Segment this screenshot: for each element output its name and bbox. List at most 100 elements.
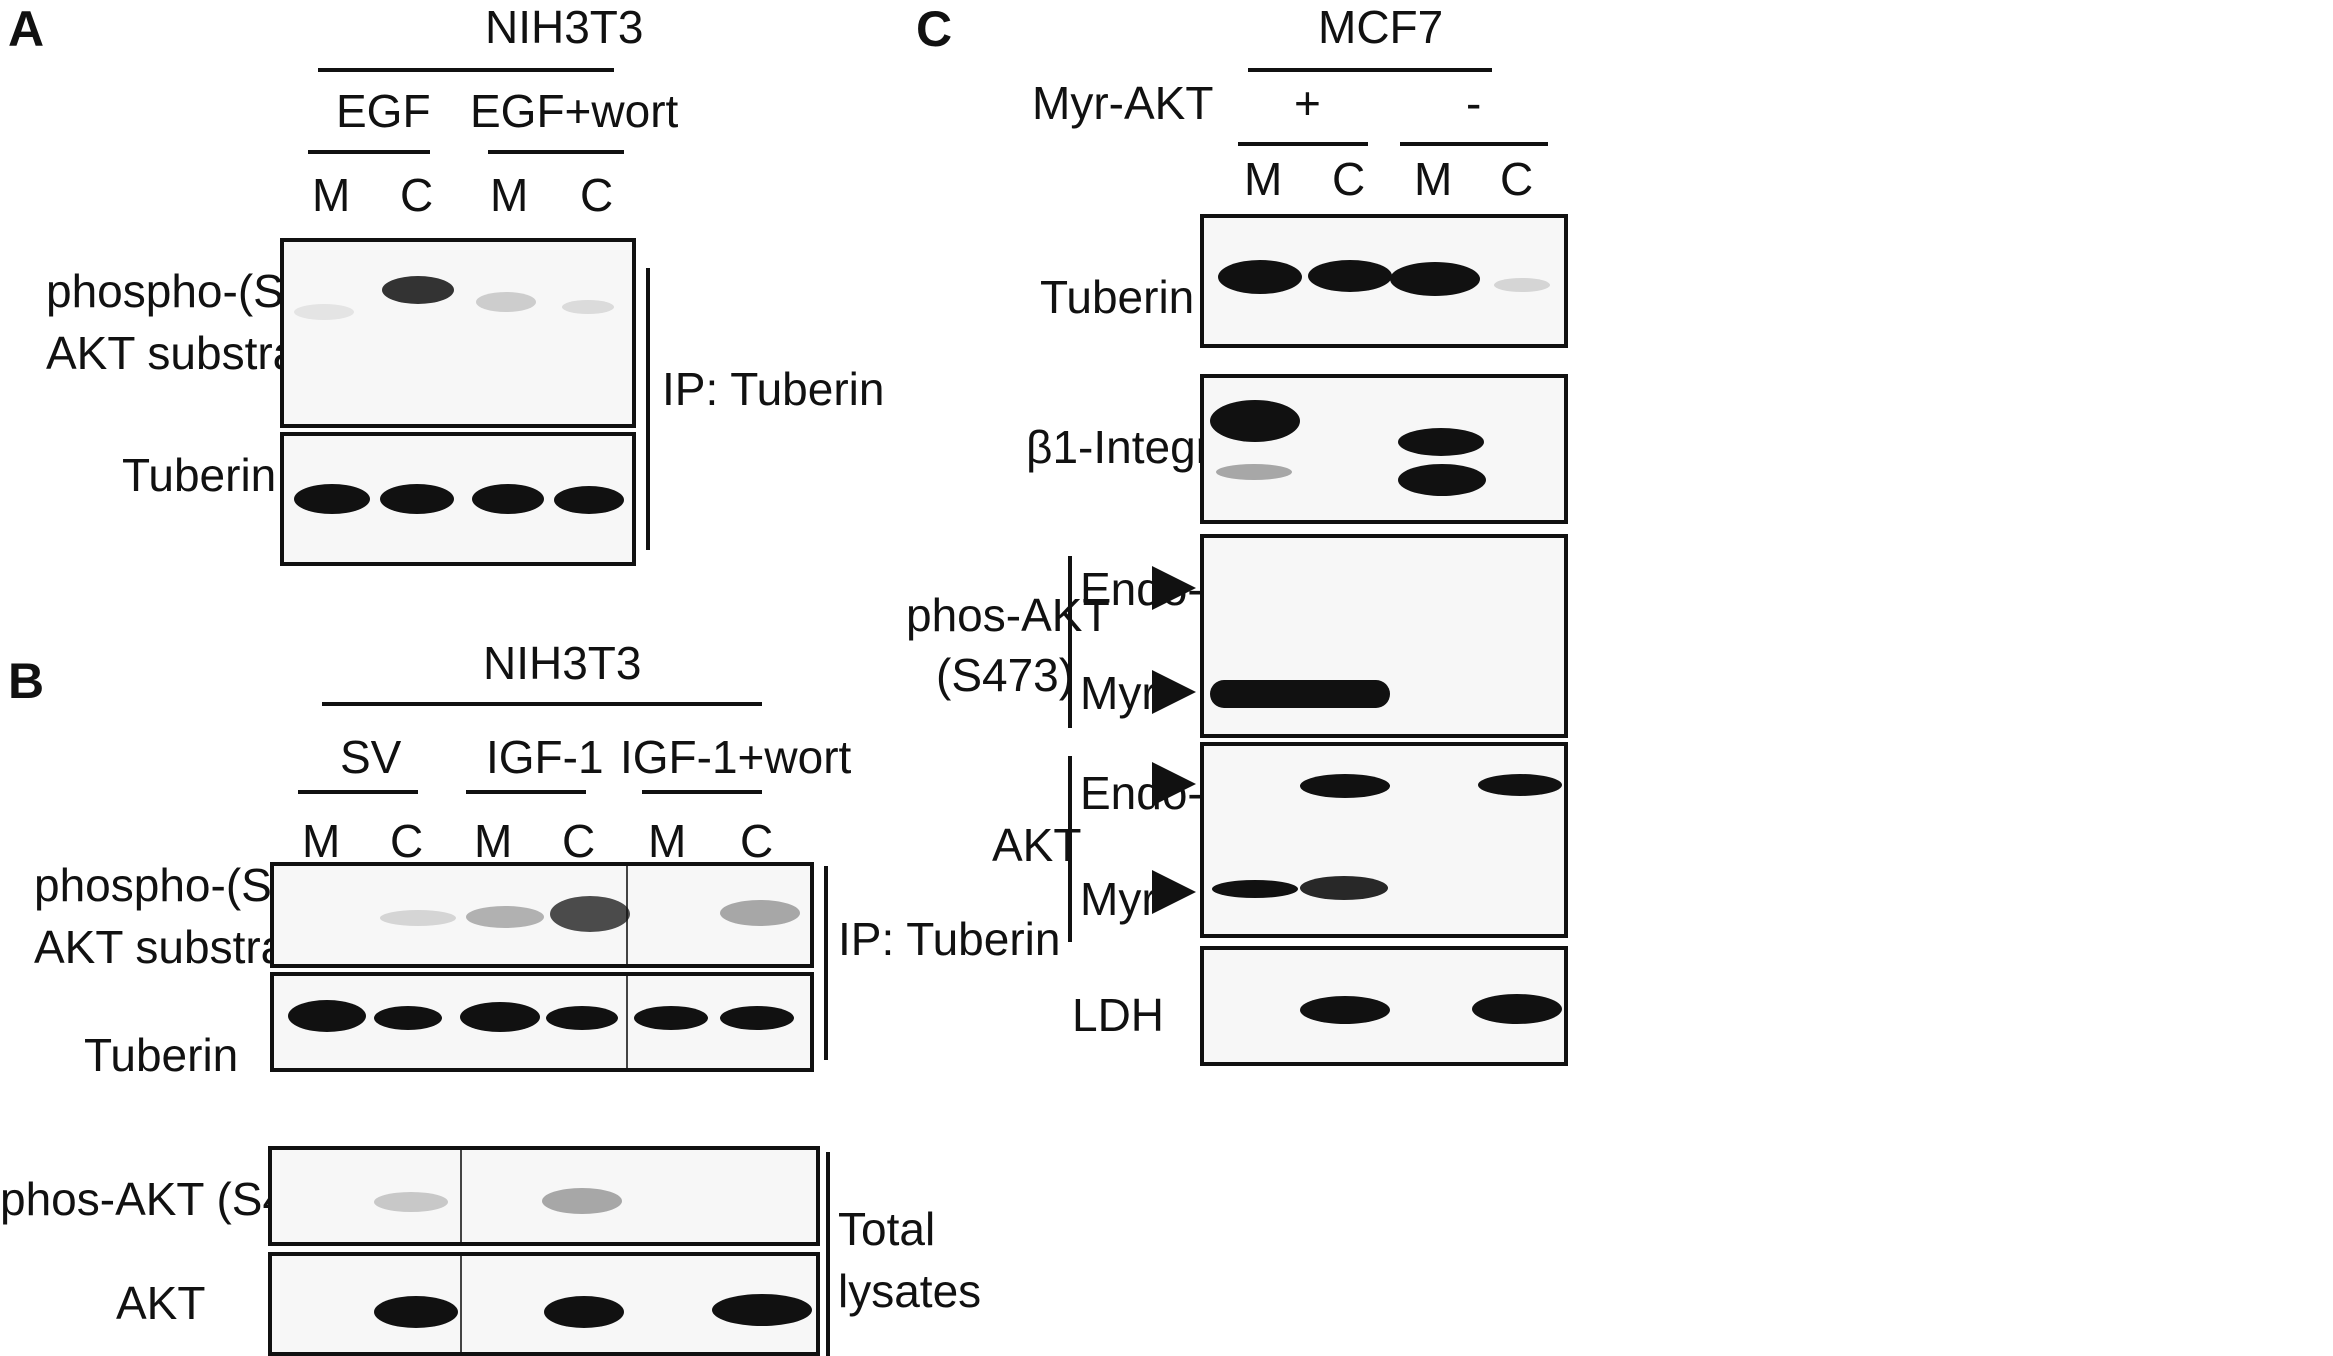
panel-c-group-underline-2: [1400, 142, 1548, 146]
panel-b-blot-label-akt: AKT: [116, 1277, 206, 1329]
panel-b-bracket-ip-label: IP: Tuberin: [838, 913, 1061, 965]
panel-a-group-underline-2: [488, 150, 624, 154]
panel-c-bracket-phos-akt: [1068, 556, 1072, 728]
arrow-icon: [1152, 566, 1196, 610]
arrow-icon: [1152, 762, 1196, 806]
panel-b-lane-2: C: [390, 815, 424, 867]
band: [546, 1006, 618, 1030]
panel-c-blot-label-ldh: LDH: [1072, 989, 1165, 1041]
band: [712, 1294, 812, 1326]
band: [1494, 278, 1550, 292]
band: [382, 276, 454, 304]
panel-a-letter: A: [8, 1, 45, 57]
panel-a-lane-3: M: [490, 169, 529, 221]
band: [1390, 262, 1480, 296]
panel-a-blot-phospho: [280, 238, 636, 428]
panel-c-lane-2: C: [1332, 153, 1366, 205]
panel-c-bracket-akt: [1068, 756, 1072, 942]
band: [1210, 680, 1390, 708]
panel-b-bracket-total: [826, 1152, 830, 1356]
panel-b-lane-3: M: [474, 815, 513, 867]
panel-b-group-igf1: IGF-1: [486, 731, 604, 783]
panel-a-cell-line-underline: [318, 68, 614, 72]
panel-b-lane-6: C: [740, 815, 774, 867]
panel-b-lane-1: M: [302, 815, 341, 867]
band: [294, 484, 370, 514]
band: [476, 292, 536, 312]
panel-a-group-egf-wort: EGF+wort: [470, 85, 679, 137]
panel-b-blot-phos-akt: [268, 1146, 820, 1246]
panel-c-blot-phos-akt: [1200, 534, 1568, 738]
panel-c-lane-3: M: [1414, 153, 1453, 205]
band: [562, 300, 614, 314]
panel-c-blot-label-s473: (S473): [936, 649, 1075, 701]
band: [554, 486, 624, 514]
panel-a-blot-tuberin: [280, 432, 636, 566]
panel-c-letter: C: [916, 1, 953, 57]
panel-b-lane-4: C: [562, 815, 596, 867]
band: [1300, 996, 1390, 1024]
panel-c-blot-label-phos-akt: phos-AKT: [906, 589, 1111, 641]
panel-a-cell-line: NIH3T3: [485, 1, 644, 53]
panel-c-group-plus: +: [1294, 77, 1321, 129]
panel-a-bracket: [646, 268, 650, 550]
panel-c-blot-b1-integrin: [1200, 374, 1568, 524]
band: [288, 1000, 366, 1032]
band: [542, 1188, 622, 1214]
band: [1210, 400, 1300, 442]
band: [1472, 994, 1562, 1024]
panel-a-bracket-label: IP: Tuberin: [662, 363, 885, 415]
panel-b-cell-line: NIH3T3: [483, 637, 642, 689]
panel-b-group-underline-3: [642, 790, 762, 794]
lane-separator: [626, 976, 628, 1068]
lane-separator: [460, 1256, 462, 1352]
panel-c-blot-akt: [1200, 742, 1568, 938]
band: [1308, 260, 1392, 292]
band: [1398, 464, 1486, 496]
band: [1216, 464, 1292, 480]
panel-b-group-igf1-wort: IGF-1+wort: [620, 731, 852, 783]
panel-b-letter: B: [8, 653, 45, 709]
panel-c-group-underline-1: [1238, 142, 1368, 146]
panel-b-bracket-total-label-1: Total: [838, 1203, 936, 1255]
band: [1398, 428, 1484, 456]
panel-a-blot-label-tuberin: Tuberin: [122, 449, 277, 501]
panel-b-group-underline-1: [298, 790, 418, 794]
band: [1300, 774, 1390, 798]
band: [720, 900, 800, 926]
panel-b-cell-line-underline: [322, 702, 762, 706]
panel-b-blot-tuberin: [270, 972, 814, 1072]
band: [380, 484, 454, 514]
band: [374, 1296, 458, 1328]
arrow-icon: [1152, 670, 1196, 714]
band: [472, 484, 544, 514]
panel-a-lane-2: C: [400, 169, 434, 221]
panel-c-cell-line: MCF7: [1318, 1, 1444, 53]
panel-c-blot-label-tuberin: Tuberin: [1040, 271, 1195, 323]
band: [466, 906, 544, 928]
panel-b-bracket-total-label-2: lysates: [838, 1265, 982, 1317]
panel-b-blot-label-tuberin: Tuberin: [84, 1029, 239, 1081]
panel-c-group-minus: -: [1466, 77, 1482, 129]
panel-b-group-sv: SV: [340, 731, 402, 783]
band: [1478, 774, 1562, 796]
band: [294, 304, 354, 320]
band: [1212, 880, 1298, 898]
panel-b-blot-akt: [268, 1252, 820, 1356]
band: [720, 1006, 794, 1030]
panel-a-lane-4: C: [580, 169, 614, 221]
panel-a-group-egf: EGF: [336, 85, 431, 137]
band: [374, 1192, 448, 1212]
panel-c-blot-ldh: [1200, 946, 1568, 1066]
band: [460, 1002, 540, 1032]
panel-b-lane-5: M: [648, 815, 687, 867]
band: [374, 1006, 442, 1030]
lane-separator: [460, 1150, 462, 1242]
arrow-icon: [1152, 870, 1196, 914]
band: [380, 910, 456, 926]
panel-b-bracket-ip: [824, 866, 828, 1060]
band: [544, 1296, 624, 1328]
band: [1218, 260, 1302, 294]
panel-a-lane-1: M: [312, 169, 351, 221]
panel-c-lane-1: M: [1244, 153, 1283, 205]
